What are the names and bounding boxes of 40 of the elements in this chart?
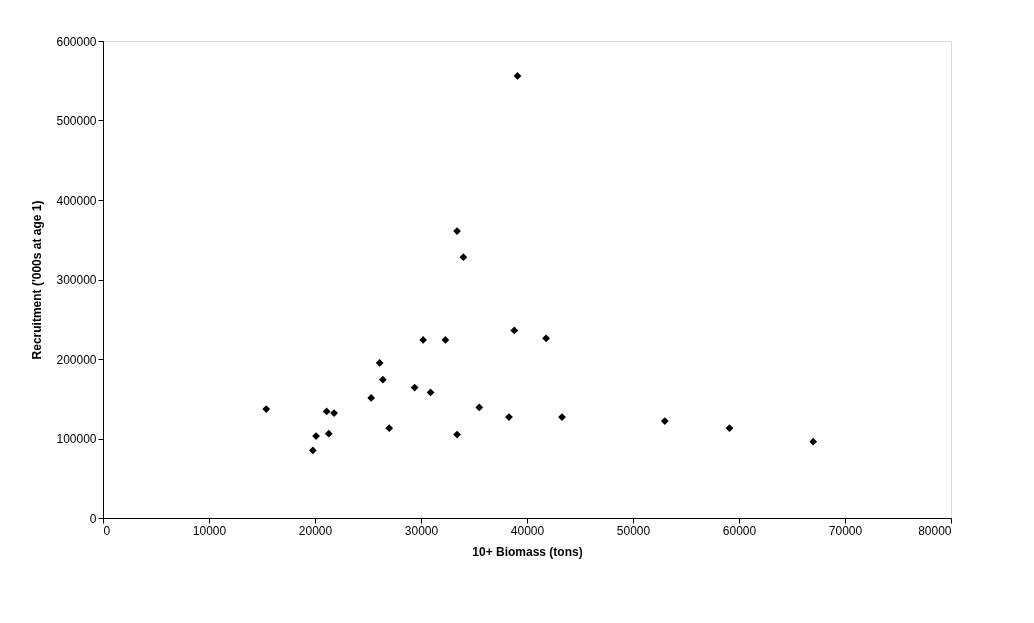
point — [385, 424, 394, 433]
point — [322, 407, 331, 416]
x-axis-title: 10+ Biomass (tons) — [472, 544, 583, 559]
point — [375, 359, 384, 367]
x-tick-label: 70000 — [828, 523, 863, 538]
y-axis-title: Recruitment ('000s at age 1) — [30, 200, 45, 360]
y-tick-label: 300000 — [56, 273, 97, 287]
x-tick-label: 60000 — [722, 523, 757, 538]
point — [312, 432, 320, 440]
point — [660, 417, 669, 425]
point — [426, 388, 435, 397]
y-tick-label: 200000 — [56, 352, 97, 367]
y-tick-label: 500000 — [56, 114, 97, 128]
point — [309, 446, 317, 455]
point — [441, 336, 450, 344]
point — [367, 394, 376, 402]
point — [513, 72, 522, 80]
x-tick-label: 10000 — [192, 523, 227, 538]
point — [262, 405, 271, 413]
point — [324, 429, 333, 438]
point — [725, 424, 734, 433]
y-tick-label: 600000 — [56, 34, 97, 49]
point — [809, 437, 818, 446]
point — [419, 336, 427, 344]
x-tick-label: 30000 — [404, 523, 439, 538]
y-tick-label: 0 — [89, 511, 97, 526]
point — [475, 403, 484, 412]
point — [542, 334, 550, 343]
point — [410, 383, 419, 392]
x-tick-label: 40000 — [510, 523, 545, 538]
x-tick-label: 50000 — [616, 523, 651, 538]
y-tick-label: 400000 — [56, 193, 97, 208]
point — [510, 326, 519, 335]
x-tick-label: 80000 — [918, 523, 952, 538]
point — [453, 430, 461, 439]
x-tick-label: 0 — [103, 523, 111, 538]
point — [459, 253, 468, 262]
point — [378, 375, 387, 384]
x-tick-label: 20000 — [298, 523, 333, 538]
y-tick-label: 100000 — [56, 432, 97, 446]
